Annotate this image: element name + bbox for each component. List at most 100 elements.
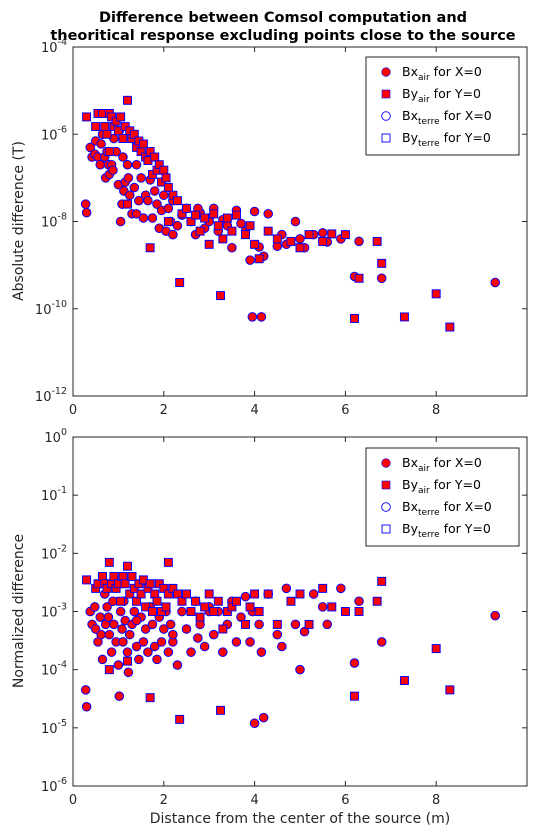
by-point	[191, 210, 200, 220]
bx-point-outline	[143, 647, 153, 657]
bx-point-outline	[308, 589, 319, 599]
by-point-outline	[431, 644, 441, 654]
y-tick-labels: 10-12 10-10 10-8 10-6 10-4	[35, 37, 67, 405]
by-point	[204, 589, 214, 599]
x-tick-label: 6	[341, 793, 349, 808]
legend-entry-1: Bxair for X=0	[402, 455, 482, 474]
by-point	[91, 122, 100, 131]
by-point-outline	[227, 602, 237, 612]
by-point-outline	[216, 705, 226, 715]
legend-symbol-2	[381, 480, 391, 490]
by-point-outline	[350, 691, 359, 701]
bx-point-outline	[249, 718, 260, 728]
bx-point-outline	[80, 685, 91, 695]
by-point-outline	[123, 95, 132, 105]
bx-point-outline	[114, 691, 125, 701]
by-point-outline	[445, 685, 455, 695]
by-point-outline	[145, 693, 155, 703]
by-point-outline	[263, 226, 273, 236]
bx-point-outline	[138, 637, 149, 647]
by-point-outline	[354, 607, 364, 616]
tick-marks	[72, 46, 527, 397]
by-point-outline	[123, 656, 132, 666]
bx-point-outline	[208, 629, 219, 640]
by-point	[152, 596, 162, 606]
by-point	[164, 558, 173, 567]
by-point-outline	[116, 112, 126, 122]
bx-point-outline	[254, 619, 264, 630]
bx-point-outline	[247, 312, 258, 322]
by-point	[216, 706, 225, 715]
bx-point-outline	[85, 142, 96, 153]
chart-normalized-difference: 0 2 4 6 8 10-6 10-5 10-4 10-3 10-2 10-1 100 Normal…	[11, 427, 528, 827]
y-tick-label: 10-1	[41, 485, 67, 504]
by-point	[145, 579, 155, 589]
by-point	[191, 596, 200, 606]
bx-point-outline	[354, 236, 364, 247]
bx-point-outline	[90, 624, 101, 634]
by-point	[209, 607, 219, 616]
by-point-outline	[147, 607, 157, 616]
bx-point-outline	[290, 216, 301, 227]
by-point	[186, 607, 196, 616]
by-point-outline	[340, 230, 350, 240]
tick-marks	[72, 436, 527, 787]
by-point-outline	[231, 596, 241, 606]
by-point-outline	[145, 243, 155, 253]
by-point	[175, 715, 184, 724]
bx-point-outline	[123, 667, 134, 678]
bx-point-outline	[490, 610, 500, 621]
by-point	[400, 312, 409, 322]
bx-point-outline	[136, 173, 146, 183]
by-point	[204, 240, 214, 249]
by-point	[161, 173, 171, 183]
by-point	[400, 676, 409, 685]
by-point-outline	[118, 134, 128, 143]
bx-point-outline	[102, 602, 112, 612]
legend-symbol-4	[381, 133, 391, 143]
by-point	[372, 596, 382, 606]
legend-box	[365, 447, 520, 547]
by-point	[145, 693, 155, 702]
by-point-outline	[209, 209, 219, 219]
bx-point-outline	[186, 647, 196, 657]
by-point-outline	[175, 714, 185, 724]
chart-title-line-1: Difference between Comsol computation an…	[99, 10, 467, 26]
by-point-outline	[218, 624, 228, 634]
by-point	[109, 572, 119, 581]
bx-point-outline	[123, 173, 134, 183]
by-point	[223, 213, 232, 223]
by-point	[354, 273, 364, 283]
by-point-outline	[136, 589, 146, 599]
by-point	[241, 230, 250, 239]
by-point-outline	[399, 312, 409, 322]
by-point-outline	[304, 230, 314, 240]
bx-point-outline	[236, 218, 246, 229]
x-tick-label: 0	[69, 793, 77, 808]
by-point-outline	[350, 313, 359, 323]
bx-point-outline	[376, 273, 387, 284]
by-point	[304, 230, 314, 239]
by-point-outline	[254, 607, 264, 616]
x-tick-label: 0	[69, 403, 77, 418]
bx-point-outline	[138, 213, 149, 223]
x-tick-label: 4	[250, 403, 258, 418]
by-point-outline	[200, 213, 210, 223]
by-point-outline	[209, 607, 219, 616]
by-point-outline	[327, 602, 337, 612]
bx-point-outline	[81, 702, 92, 712]
bx-point-outline	[117, 624, 127, 634]
by-point	[150, 152, 160, 162]
legend-entry-2: Byair for Y=0	[402, 86, 481, 105]
by-point-outline	[191, 210, 201, 220]
by-point	[341, 607, 350, 616]
y-tick-label: 10-6	[41, 776, 67, 795]
by-point	[118, 134, 128, 143]
by-point-outline	[182, 203, 191, 213]
by-point	[100, 122, 110, 131]
by-point	[445, 322, 455, 332]
bx-point-outline	[299, 626, 310, 637]
bx-point-outline	[290, 619, 301, 630]
y-axis-label: Normalized difference	[11, 534, 27, 688]
by-point-outline	[377, 576, 387, 586]
